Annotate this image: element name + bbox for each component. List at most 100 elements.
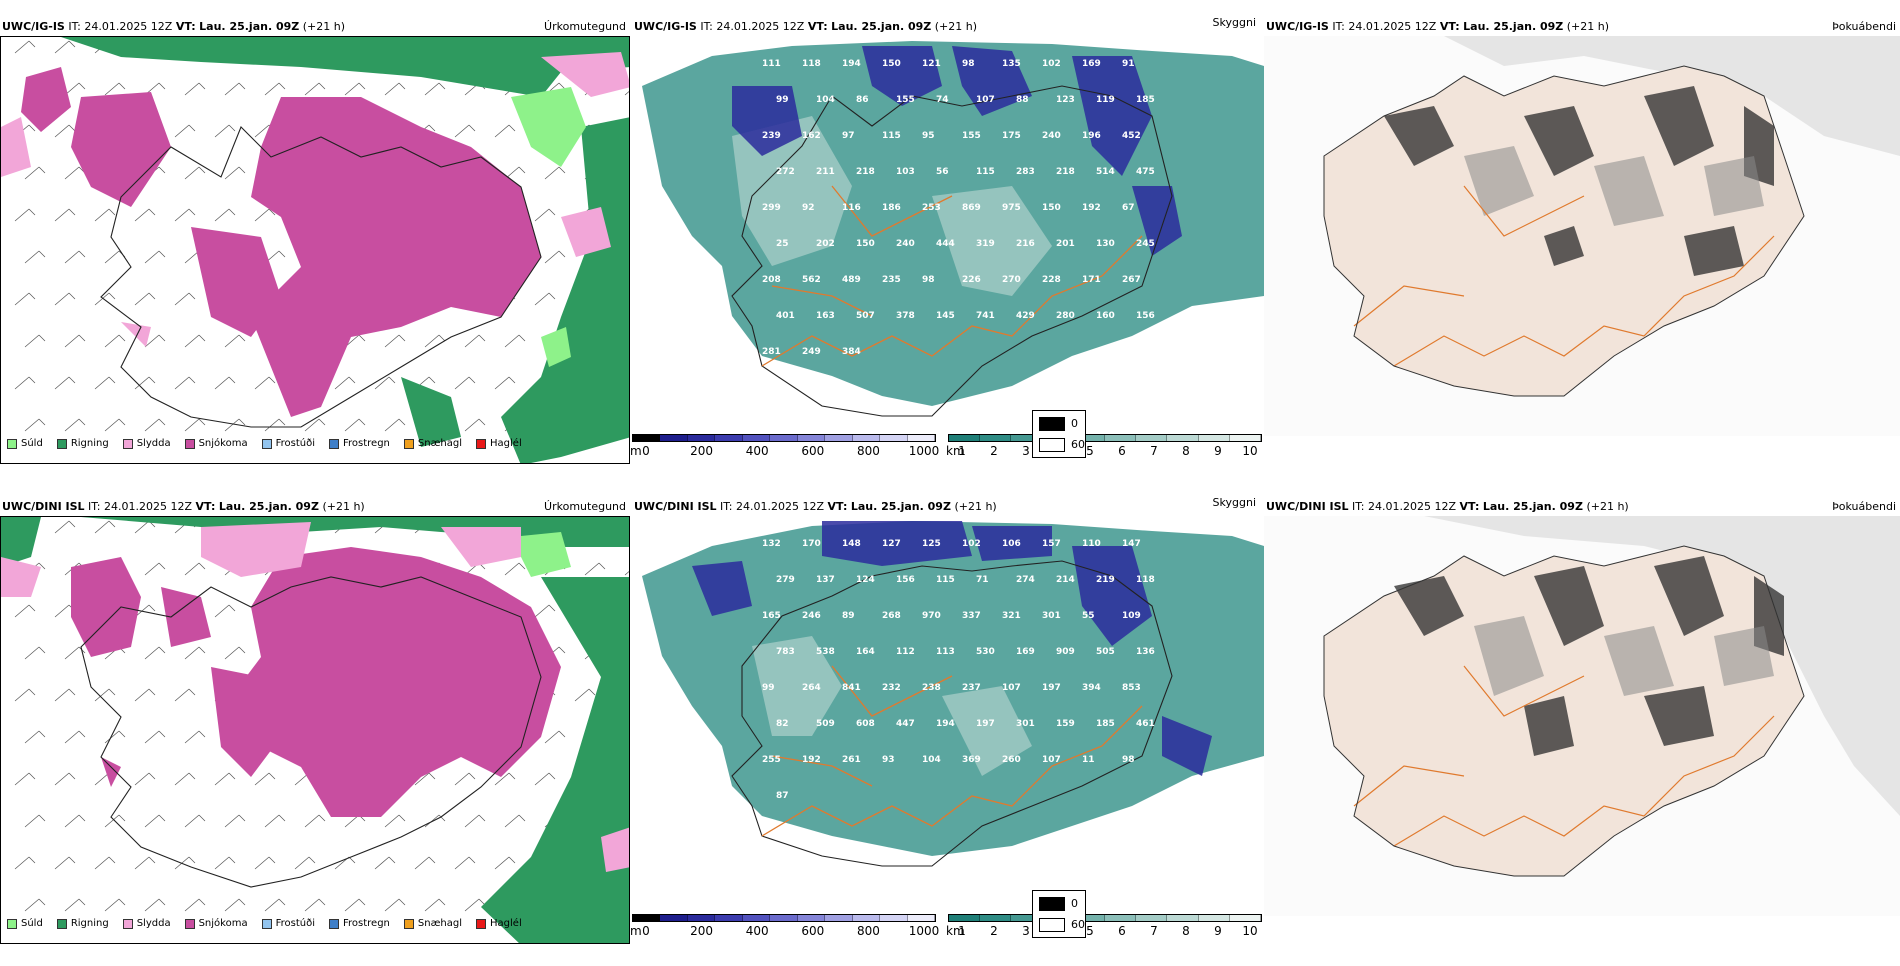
legend-item-4: Frostúði	[261, 918, 315, 929]
wind-barb-flag	[158, 418, 166, 426]
cloud-base-label: 232	[882, 683, 901, 693]
cloud-base-label: 321	[1002, 611, 1021, 621]
cloud-base-label: 194	[936, 719, 955, 729]
legend-item-6: Snæhagl	[403, 438, 462, 449]
wind-barb-flag	[28, 40, 36, 48]
cloud-map-svg: 132 170 148 127 125 102 106 157 110 147 279 137 124 1…	[642, 521, 1264, 867]
legend-label: Súld	[21, 918, 43, 929]
cloud-base-label: 110	[1082, 539, 1101, 549]
cloud-base-labels: 132 170 148 127 125 102 106 157 110 147 279 137 124 1…	[762, 539, 1155, 801]
wind-barb	[384, 898, 400, 912]
fog-mid	[1464, 146, 1764, 226]
colorbar-tick: 3	[1022, 444, 1030, 458]
forecast-row-ig-is: UWC/IG-IS IT: 24.01.2025 12Z VT: Lau. 25…	[0, 16, 1900, 486]
wind-barb	[104, 814, 120, 828]
wind-barb	[24, 898, 40, 912]
wind-barb-flag	[518, 562, 526, 570]
cloud-base-label: 99	[762, 683, 775, 693]
cloud-base-label: 115	[976, 167, 995, 177]
cloud-base-label: 194	[842, 59, 861, 69]
wind-barb-flag	[278, 814, 286, 822]
cloud-base-label: 169	[1016, 647, 1035, 657]
cloud-base-label: 169	[1082, 59, 1101, 69]
legend-label: Rigning	[70, 438, 109, 449]
wind-barb	[224, 82, 240, 96]
colorbar-tick: 600	[801, 924, 825, 938]
wind-barb	[184, 730, 200, 744]
cloud-base-labels: 111 118 194 150 121 98 135 102 169 91 99 104 86 155 74…	[762, 59, 1155, 357]
legend-item-5: Frostregn	[329, 438, 390, 449]
wind-barb-flag	[158, 250, 166, 258]
wind-barb-flag	[78, 814, 86, 822]
wind-barb	[54, 856, 70, 870]
cloud-base-label: 113	[936, 647, 955, 657]
wind-barb-flag	[548, 292, 556, 300]
wind-barb	[144, 814, 160, 828]
legend-label: Slydda	[136, 438, 171, 449]
wind-barb-flag	[68, 520, 76, 528]
cloud-base-label: 155	[896, 95, 915, 105]
wind-barb-flag	[518, 334, 526, 342]
cloud-base-label: 171	[1082, 275, 1101, 285]
wind-barb-flag	[628, 605, 629, 606]
wind-barb	[184, 82, 200, 96]
fog-legend-label-0: 0	[1071, 897, 1078, 910]
wind-barb-flag	[388, 856, 396, 864]
wind-barb-flag	[228, 124, 236, 132]
cloud-base-label: 783	[776, 647, 795, 657]
cloud-base-label: 208	[762, 275, 781, 285]
cloud-base-label: 444	[936, 239, 955, 249]
wind-barb-flag	[198, 82, 206, 90]
wind-barb-flag	[68, 292, 76, 300]
cloud-base-label: 384	[842, 347, 861, 357]
wind-barb	[174, 208, 190, 222]
wind-barb-flag	[428, 376, 436, 384]
wind-barb	[104, 418, 120, 432]
wind-barb-flag	[228, 376, 236, 384]
wind-barb-flag	[278, 250, 286, 258]
wind-barb	[14, 604, 30, 618]
legend-label: Snjókoma	[198, 918, 248, 929]
wind-barb	[494, 124, 510, 138]
wind-barb-flag	[28, 856, 36, 864]
wind-barb-flag	[108, 520, 116, 528]
wind-barb-flag	[518, 814, 526, 822]
wind-barb-flag	[188, 856, 196, 864]
wind-barb-flag	[228, 772, 236, 780]
cloud-base-label: 156	[896, 575, 915, 585]
wind-barb-flag	[508, 376, 516, 384]
wind-barb	[174, 376, 190, 390]
wind-barb	[54, 40, 70, 54]
wind-barb	[64, 814, 80, 828]
wind-barb-flag	[198, 334, 206, 342]
legend-swatch	[329, 918, 339, 929]
wind-barb-flag	[398, 418, 406, 426]
wind-barb-flag	[278, 418, 286, 426]
cloud-base-label: 201	[1056, 239, 1075, 249]
wind-barb-flag	[508, 124, 516, 132]
wind-barb	[224, 814, 240, 828]
wind-barb	[504, 334, 520, 348]
fog-panel: UWC/DINI ISL IT: 24.01.2025 12Z VT: Lau.…	[1032, 496, 1900, 956]
cloud-base-label: 255	[762, 755, 781, 765]
wind-barb	[64, 166, 80, 180]
cloud-base-label: 99	[776, 95, 789, 105]
wind-barb	[414, 772, 430, 786]
cloud-base-label: 150	[882, 59, 901, 69]
cloud-base-label: 150	[1042, 203, 1061, 213]
legend-label: Haglél	[490, 918, 522, 929]
cloud-base-label: 156	[1136, 311, 1155, 321]
cloud-base-label: 164	[856, 647, 875, 657]
colorbar-strip	[632, 434, 936, 442]
wind-barb	[534, 772, 550, 786]
wind-barb-flag	[78, 334, 86, 342]
wind-barb-flag	[238, 814, 246, 822]
wind-barb-flag	[108, 376, 116, 384]
wind-barb-flag	[438, 82, 446, 90]
wind-barb-flag	[438, 334, 446, 342]
wind-barb	[94, 208, 110, 222]
wind-barb	[14, 772, 30, 786]
coastline	[731, 560, 1173, 867]
cloud-base-label: 121	[922, 59, 941, 69]
precip-type-panel: UWC/DINI ISL IT: 24.01.2025 12Z VT: Lau.…	[0, 496, 632, 956]
